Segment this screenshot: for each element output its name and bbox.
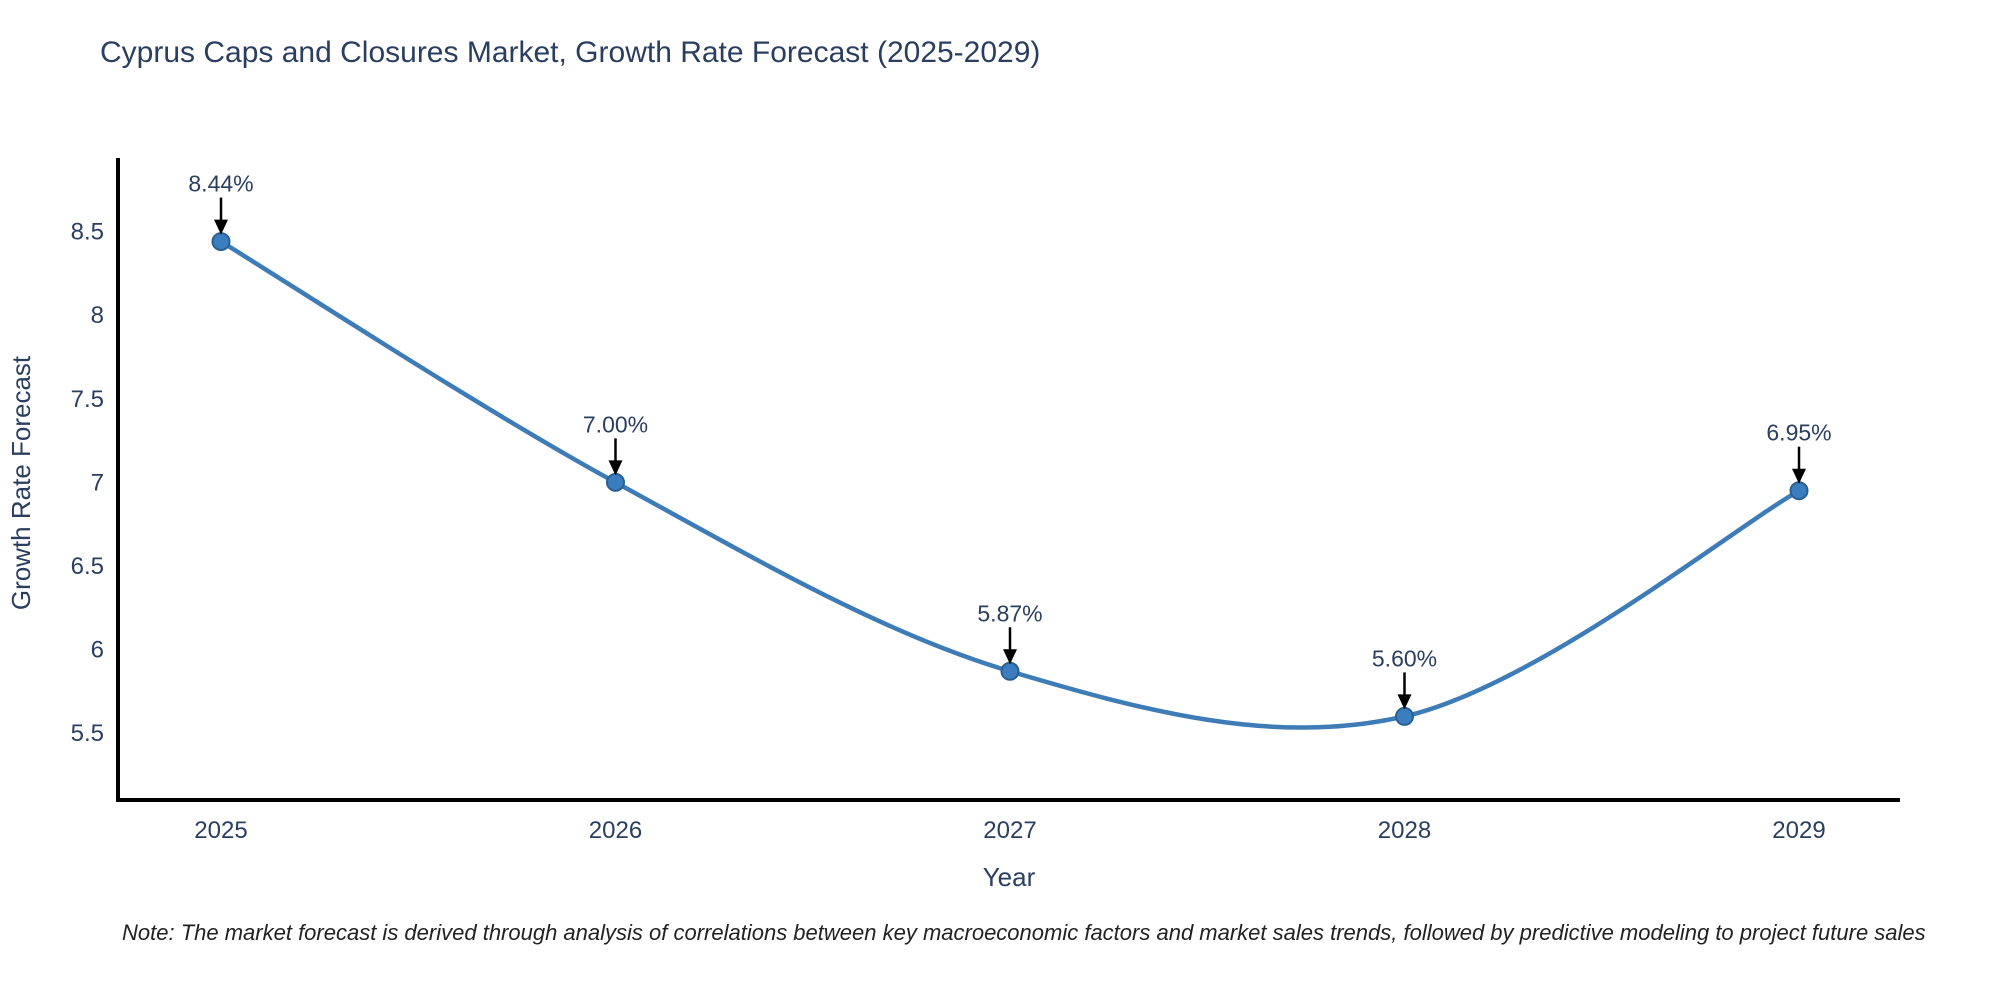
data-point-marker: [1000, 661, 1020, 681]
x-tick-label: 2026: [589, 817, 642, 844]
data-point-marker: [1395, 706, 1414, 726]
annotation-label: 7.00%: [583, 411, 648, 437]
annotation-arrowhead: [1397, 694, 1412, 710]
axes-layer: 5.5 6 6.5 7 7.5 8 8.5 2025 2026 2027 2028 2029 Year G…: [6, 158, 1900, 892]
x-tick-label: 2028: [1378, 817, 1431, 844]
annotation-label: 8.44%: [188, 171, 253, 197]
annotation-arrowhead: [214, 219, 228, 235]
annotation-layer: 8.44% 7.00% 5.87% 5.60% 6.95%: [188, 171, 1832, 710]
annotation-label: 6.95%: [1766, 420, 1831, 446]
x-tick-label: 2025: [194, 817, 247, 844]
y-axis-title: Growth Rate Forecast: [6, 355, 36, 610]
y-tick-label: 6: [91, 637, 104, 664]
annotation-label: 5.60%: [1372, 645, 1437, 671]
footnote: Note: The market forecast is derived thr…: [122, 920, 1926, 945]
y-tick-label: 8: [91, 302, 104, 329]
annotation-arrowhead: [1003, 649, 1017, 665]
y-tick-label: 5.5: [71, 720, 104, 747]
data-point-marker: [606, 472, 625, 492]
data-point-marker: [211, 232, 231, 252]
y-tick-label: 8.5: [71, 219, 104, 246]
annotation-arrowhead: [1792, 468, 1806, 484]
y-tick-label: 7.5: [71, 386, 104, 413]
annotation-arrowhead: [608, 460, 623, 476]
x-tick-label: 2029: [1772, 817, 1825, 844]
annotation-label: 5.87%: [977, 600, 1042, 626]
x-tick-label: 2027: [983, 817, 1036, 844]
y-tick-label: 7: [91, 469, 104, 496]
x-axis-title: Year: [983, 862, 1036, 892]
chart-title: Cyprus Caps and Closures Market, Growth …: [100, 36, 1041, 69]
data-point-marker: [1789, 481, 1809, 501]
y-tick-label: 6.5: [71, 553, 104, 580]
series-layer: [211, 232, 1809, 730]
